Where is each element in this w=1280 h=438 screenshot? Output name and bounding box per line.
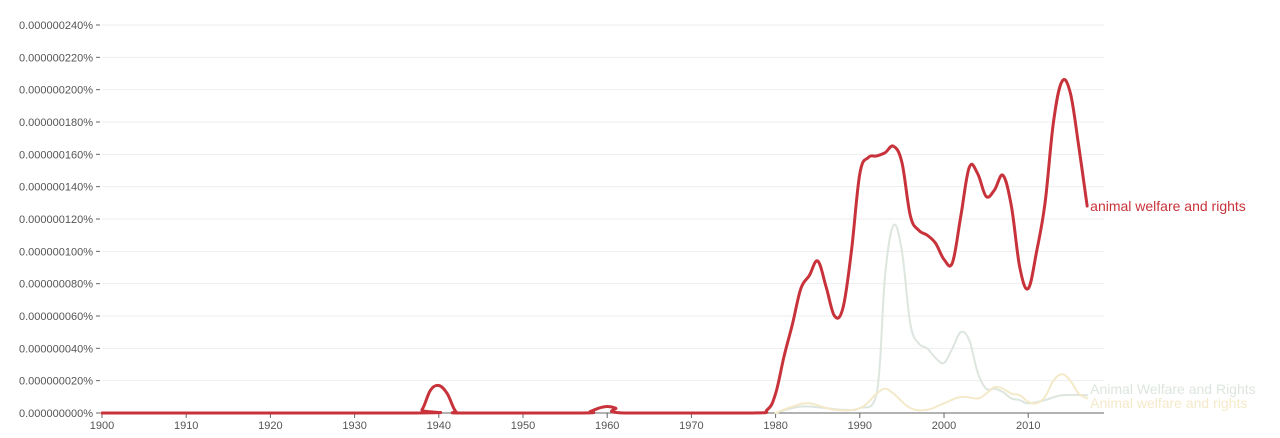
y-tick-label: 0.000000040% (19, 343, 93, 355)
x-tick-label: 1950 (511, 420, 535, 432)
x-tick-label: 1990 (848, 420, 872, 432)
x-tick-label: 2010 (1016, 420, 1040, 432)
x-tick-label: 1970 (679, 420, 703, 432)
x-axis: 1900 1910 1920 1930 1940 1950 1960 1970 1980 1990… (90, 412, 1104, 432)
y-axis: 0.000000000% 0.000000020% 0.000000040% 0.00… (19, 20, 100, 420)
series-line-2[interactable] (774, 373, 1089, 414)
y-tick-label: 0.000000060% (19, 311, 93, 323)
y-tick-label: 0.000000080% (19, 279, 93, 291)
y-tick-label: 0.000000020% (19, 376, 93, 388)
x-tick-label: 2000 (932, 420, 956, 432)
y-tick-label: 0.000000000% (19, 408, 93, 420)
y-tick-label: 0.000000240% (19, 20, 93, 32)
x-tick-label: 1960 (595, 420, 619, 432)
y-tick-label: 0.000000120% (19, 214, 93, 226)
y-tick-label: 0.000000140% (19, 182, 93, 194)
grid-layer (102, 24, 1104, 414)
x-tick-label: 1920 (258, 420, 282, 432)
x-tick-label: 1940 (427, 420, 451, 432)
series-label-0[interactable]: animal welfare and rights (1090, 198, 1246, 214)
y-tick-label: 0.000000200% (19, 85, 93, 97)
y-tick-label: 0.000000220% (19, 52, 93, 64)
y-tick-label: 0.000000100% (19, 246, 93, 258)
x-tick-label: 1900 (90, 420, 114, 432)
series-label-1[interactable]: Animal Welfare and Rights (1090, 381, 1255, 397)
series-label-2[interactable]: Animal welfare and rights (1090, 395, 1247, 411)
series-labels: animal welfare and rights Animal Welfare … (1090, 198, 1255, 411)
series-line-1[interactable] (774, 223, 1089, 414)
y-tick-label: 0.000000160% (19, 149, 93, 161)
x-tick-label: 1980 (763, 420, 787, 432)
y-tick-label: 0.000000180% (19, 117, 93, 129)
series-line-0[interactable] (100, 78, 1089, 415)
series-layer (100, 78, 1089, 415)
x-tick-label: 1930 (342, 420, 366, 432)
x-tick-label: 1910 (174, 420, 198, 432)
